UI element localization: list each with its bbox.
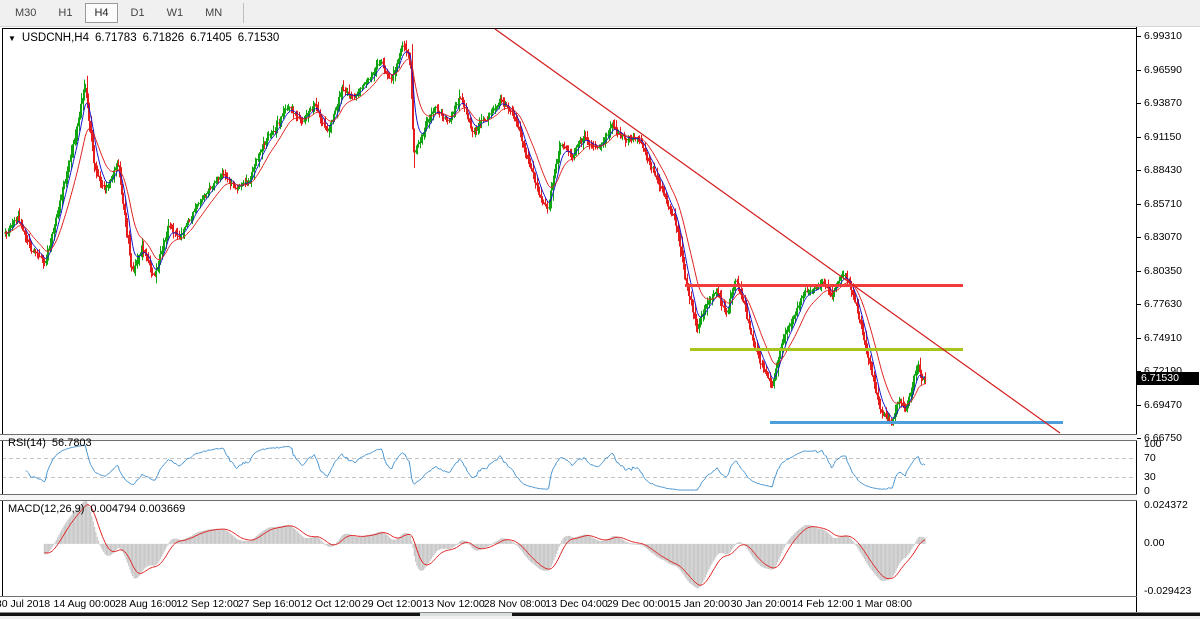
rsi-indicator-canvas[interactable]	[2, 441, 1136, 494]
price-axis-tick	[1137, 203, 1141, 205]
price-axis-tick	[1137, 304, 1141, 305]
date-axis-label: 29 Dec 00:00	[606, 598, 670, 610]
date-axis-label: 12 Oct 12:00	[300, 598, 361, 610]
ohlc-open: 6.71783	[95, 32, 137, 44]
timeframe-button-h4[interactable]: H4	[85, 3, 118, 23]
macd-axis-label: 0.024372	[1144, 499, 1188, 511]
scrollbar-track-right[interactable]	[512, 613, 1200, 616]
symbol-dropdown-icon[interactable]: ▼	[8, 33, 16, 43]
panel-splitter-rsi[interactable]	[0, 434, 1200, 435]
macd-name: MACD(12,26,9)	[8, 503, 85, 515]
price-axis-label: 6.69470	[1144, 398, 1182, 411]
price-axis-label: 6.66750	[1144, 432, 1182, 444]
ohlc-low: 6.71405	[190, 32, 232, 44]
date-axis-label: 13 Dec 04:00	[545, 598, 608, 610]
price-axis-label: 6.77630	[1144, 298, 1182, 310]
panel-splitter-rsi-b[interactable]	[0, 440, 1200, 441]
panel-splitter-macd[interactable]	[0, 494, 1200, 495]
rsi-axis-label: 0	[1144, 485, 1150, 497]
current-price-tag: 6.71530	[1137, 372, 1199, 385]
price-axis-tick	[1137, 36, 1141, 37]
date-axis-label: 30 Jan 20:00	[730, 598, 792, 610]
symbol-name: USDCNH,H4	[21, 32, 90, 44]
price-axis[interactable]: 6.99310 6.96590 6.93870 6.91150 6.88430 6.857…	[1137, 27, 1200, 612]
ohlc-high: 6.71826	[142, 32, 185, 44]
timeframe-button-m30[interactable]: M30	[15, 7, 37, 19]
panel-splitter-macd-b[interactable]	[0, 500, 1200, 501]
macd-panel-label: MACD(12,26,9) 0.004794 0.003669	[8, 503, 185, 515]
rsi-value: 56.7803	[51, 437, 92, 449]
timeframe-button-mn[interactable]: MN	[205, 7, 223, 19]
splitter-gap	[0, 435, 1200, 440]
rsi-axis-label: 100	[1144, 438, 1162, 450]
date-axis-label: 28 Nov 08:00	[483, 598, 547, 610]
timeframe-button-h1[interactable]: H1	[58, 7, 73, 19]
price-axis-tick	[1137, 136, 1141, 138]
date-axis-label: 14 Feb 12:00	[791, 598, 854, 610]
macd-values: 0.004794 0.003669	[90, 503, 186, 515]
date-axis-label: 12 Sep 12:00	[176, 598, 239, 610]
price-axis-tick	[1137, 237, 1141, 238]
timeframe-button-d1[interactable]: D1	[130, 7, 145, 19]
timeframe-toolbar: M30 H1 H4 D1 W1 MN	[0, 0, 1200, 27]
chart-title: ▼ USDCNH,H4 6.71783 6.71826 6.71405 6.71…	[8, 32, 279, 44]
price-axis-tick	[1137, 270, 1141, 272]
window-bottom-edge	[0, 612, 1200, 619]
bottom-border-line	[0, 612, 1200, 613]
price-axis-label: 6.74910	[1144, 331, 1182, 344]
price-axis-label: 6.85710	[1144, 197, 1182, 210]
scrollbar-thumb[interactable]	[420, 613, 512, 616]
price-axis-label: 6.83070	[1144, 231, 1182, 243]
chart-frame-top	[2, 28, 1136, 29]
date-axis-label: 30 Jul 2018	[0, 598, 51, 610]
toolbar-separator	[243, 3, 245, 23]
date-axis-label: 27 Sep 16:00	[237, 598, 301, 610]
time-axis[interactable]: 30 Jul 2018 14 Aug 00:00 28 Aug 16:00 12 Se…	[0, 597, 1136, 612]
date-axis-label: 29 Oct 12:00	[361, 598, 423, 610]
rsi-name: RSI(14)	[8, 437, 46, 449]
price-axis-tick	[1137, 103, 1141, 104]
date-axis-label: 13 Nov 12:00	[422, 598, 485, 610]
price-axis-tick	[1137, 438, 1141, 439]
price-axis-border	[1136, 27, 1137, 612]
chart-frame-left	[2, 28, 3, 612]
timeframe-button-w1[interactable]: W1	[166, 7, 184, 19]
chart-frame-bottom	[0, 596, 1200, 597]
price-axis-tick	[1137, 170, 1141, 171]
macd-axis-label: 0.00	[1144, 537, 1165, 549]
rsi-axis-label: 70	[1144, 452, 1156, 464]
price-axis-label: 6.80350	[1144, 264, 1182, 277]
price-axis-label: 6.99310	[1144, 30, 1182, 42]
price-axis-tick	[1137, 371, 1141, 372]
splitter-gap-2	[0, 495, 1200, 500]
price-axis-tick	[1137, 337, 1141, 339]
date-axis-label: 14 Aug 00:00	[53, 598, 116, 610]
price-axis-label: 6.93870	[1144, 97, 1182, 109]
scrollbar-track-left[interactable]	[0, 613, 420, 616]
main-chart-canvas[interactable]	[2, 29, 1136, 434]
macd-axis-label: -0.029423	[1144, 585, 1192, 597]
date-axis-label: 1 Mar 08:00	[855, 598, 913, 610]
rsi-panel-label: RSI(14) 56.7803	[8, 437, 92, 449]
price-axis-tick	[1137, 69, 1141, 71]
price-axis-label: 6.96590	[1144, 63, 1182, 76]
rsi-axis-label: 30	[1144, 471, 1156, 483]
price-axis-tick	[1137, 404, 1141, 406]
price-axis-label: 6.88430	[1144, 164, 1182, 176]
date-axis-label: 28 Aug 16:00	[115, 598, 177, 610]
ohlc-close: 6.71530	[237, 32, 280, 44]
macd-indicator-canvas[interactable]	[2, 501, 1136, 596]
date-axis-label: 15 Jan 20:00	[669, 598, 730, 610]
price-axis-label: 6.91150	[1144, 130, 1182, 143]
